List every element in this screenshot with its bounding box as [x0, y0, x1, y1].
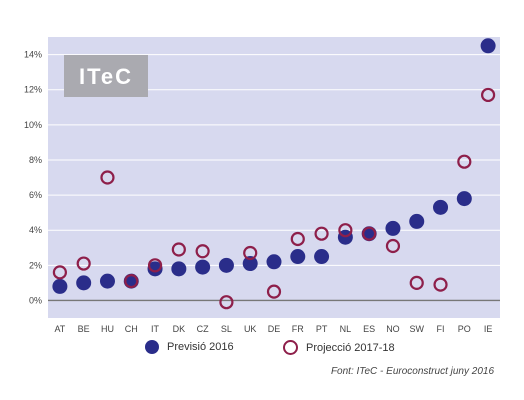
forecast-point [433, 199, 449, 215]
projection-point [195, 244, 210, 259]
projection-point [219, 295, 234, 310]
x-tick-label: PT [316, 324, 328, 334]
x-tick-label: CH [125, 324, 138, 334]
logo-box [64, 55, 148, 97]
x-tick-label: ES [363, 324, 375, 334]
x-tick-label: UK [244, 324, 257, 334]
y-tick-label: 12% [24, 85, 42, 95]
y-tick-label: 2% [29, 260, 42, 270]
x-tick-label: IE [484, 324, 493, 334]
forecast-point [480, 38, 496, 54]
x-tick-label: IT [151, 324, 160, 334]
forecast-point [147, 261, 163, 277]
y-tick-label: 8% [29, 155, 42, 165]
x-tick-label: NL [340, 324, 352, 334]
x-tick-label: FI [437, 324, 445, 334]
forecast-point [218, 257, 234, 273]
x-tick-label: AT [54, 324, 65, 334]
y-axis-ticks: 0% 2% 4% 6% 8% 10% 12% 14% [24, 50, 42, 306]
projection-point [290, 231, 305, 247]
projection-point [243, 245, 258, 261]
projection-point [433, 277, 448, 292]
series-projection [52, 87, 496, 310]
legend-label-forecast: Previsió 2016 [167, 341, 234, 353]
projection-point [52, 265, 67, 280]
logo-text: ITeC [79, 64, 133, 89]
forecast-point [266, 254, 282, 270]
legend-filled-circle-icon [145, 340, 159, 354]
y-tick-label: 0% [29, 295, 42, 305]
forecast-point [171, 261, 187, 277]
projection-point [385, 238, 401, 254]
forecast-point [409, 213, 425, 229]
x-tick-label: HU [101, 324, 114, 334]
itec-logo: ITeC [64, 55, 148, 97]
x-tick-label: SW [409, 324, 424, 334]
projection-point [409, 275, 424, 290]
projection-point [171, 242, 186, 257]
forecast-point [195, 259, 211, 275]
x-tick-label: DE [268, 324, 281, 334]
forecast-point [52, 278, 68, 294]
x-tick-label: DK [173, 324, 186, 334]
y-tick-label: 10% [24, 120, 42, 130]
legend-label-projection: Projecció 2017-18 [306, 341, 395, 354]
legend: Previsió 2016 Projecció 2017-18 [0, 340, 524, 360]
forecast-point [314, 249, 330, 265]
projection-point [147, 258, 163, 273]
forecast-point [242, 256, 258, 272]
legend-item-projection: Projecció 2017-18 [283, 340, 395, 355]
forecast-point [385, 220, 401, 236]
x-tick-label: CZ [197, 324, 209, 334]
forecast-point [99, 273, 115, 289]
projection-point [314, 226, 329, 241]
legend-open-circle-icon [283, 340, 298, 355]
x-tick-label: NO [386, 324, 400, 334]
projection-point [76, 256, 91, 271]
projection-point [457, 154, 472, 169]
y-tick-label: 4% [29, 225, 42, 235]
forecast-point [456, 191, 472, 207]
x-axis-ticks: AT BE HU CH IT DK CZ SL UK DE FR PT NL ES NO SW FI PO IE [54, 324, 492, 334]
projection-point [362, 226, 377, 241]
forecast-point [290, 249, 306, 265]
forecast-point [76, 275, 92, 291]
x-tick-label: FR [292, 324, 304, 334]
projection-point [124, 274, 139, 289]
source-note: Font: ITeC - Euroconstruct juny 2016 [330, 366, 494, 377]
x-tick-label: SL [221, 324, 232, 334]
y-tick-label: 6% [29, 190, 42, 200]
x-tick-label: BE [78, 324, 90, 334]
x-tick-label: PO [458, 324, 471, 334]
projection-point [338, 223, 353, 238]
y-tick-label: 14% [24, 50, 42, 60]
projection-point [266, 284, 282, 299]
projection-point [481, 87, 496, 103]
projection-point [100, 170, 115, 185]
legend-item-forecast: Previsió 2016 [145, 340, 234, 354]
